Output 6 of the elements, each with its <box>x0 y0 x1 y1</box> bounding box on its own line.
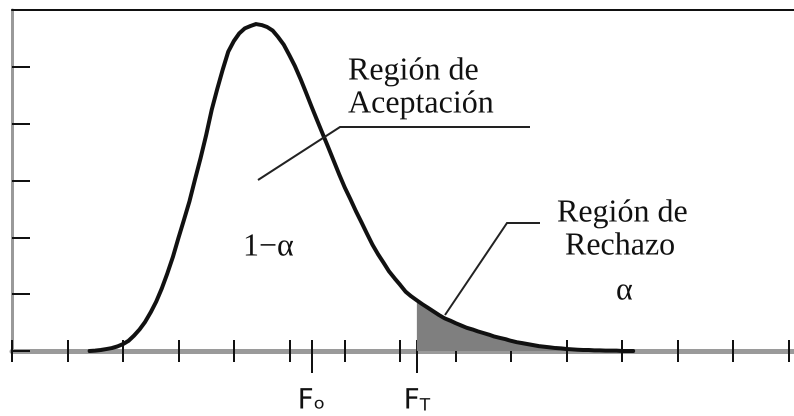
annotation: 1−α <box>243 226 294 262</box>
x-tick-label: Fₒ <box>298 382 326 416</box>
annotation: Región de Aceptación <box>348 50 494 120</box>
x-tick-label: FT <box>404 382 431 416</box>
annotation: Región de Rechazo <box>557 192 688 262</box>
annotation: α <box>616 270 633 306</box>
